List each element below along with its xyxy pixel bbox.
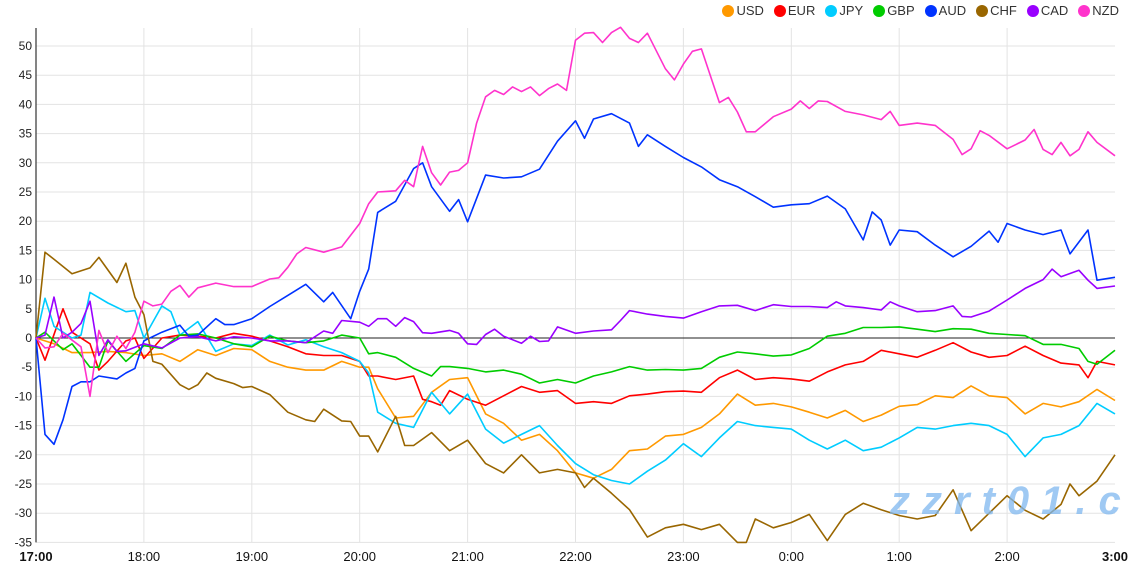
y-tick-label: 25 (19, 185, 33, 199)
series-line-usd (35, 337, 1116, 479)
y-tick-label: -10 (15, 389, 33, 403)
y-tick-label: 45 (19, 68, 33, 82)
y-tick-label: 10 (19, 273, 33, 287)
legend-label: USD (736, 3, 764, 18)
y-tick-label: 50 (19, 39, 33, 53)
x-tick-label: 19:00 (236, 549, 269, 564)
x-tick-label: 20:00 (343, 549, 376, 564)
legend-item-jpy[interactable]: JPY (825, 3, 863, 18)
y-tick-label: -30 (15, 506, 33, 520)
legend-item-nzd[interactable]: NZD (1078, 3, 1119, 18)
legend-label: CHF (990, 3, 1017, 18)
watermark-logo: zzrt01.cn (890, 479, 1129, 523)
x-tick-label: 22:00 (559, 549, 592, 564)
legend-dot-icon (873, 4, 886, 17)
legend-dot-icon (976, 4, 989, 17)
legend-dot-icon (722, 4, 735, 17)
y-tick-label: 20 (19, 214, 33, 228)
y-tick-label: -5 (21, 360, 32, 374)
legend-label: NZD (1092, 3, 1119, 18)
y-tick-label: 30 (19, 156, 33, 170)
y-tick-label: 0 (25, 331, 32, 345)
y-tick-label: -20 (15, 448, 33, 462)
x-tick-label: 3:00 (1102, 549, 1128, 564)
legend-label: AUD (938, 3, 967, 18)
legend-dot-icon (924, 4, 937, 17)
legend-dot-icon (1078, 4, 1091, 17)
y-tick-label: 35 (19, 127, 33, 141)
legend-dot-icon (773, 4, 786, 17)
legend-label: GBP (887, 3, 915, 18)
y-tick-label: -35 (15, 535, 33, 549)
y-tick-label: 15 (19, 243, 33, 257)
x-tick-label: 0:00 (779, 549, 804, 564)
legend-item-aud[interactable]: AUD (924, 3, 967, 18)
legend-label: CAD (1040, 3, 1069, 18)
legend-label: EUR (787, 3, 816, 18)
x-tick-label: 2:00 (994, 549, 1019, 564)
series-line-nzd (35, 26, 1116, 398)
legend-dot-icon (825, 4, 838, 17)
legend-item-cad[interactable]: CAD (1026, 3, 1069, 18)
series-line-jpy (35, 291, 1116, 485)
x-tick-label: 17:00 (19, 549, 52, 564)
x-tick-label: 21:00 (451, 549, 484, 564)
legend-label: JPY (839, 3, 864, 18)
x-tick-label: 23:00 (667, 549, 700, 564)
y-tick-label: -15 (15, 419, 33, 433)
legend-item-gbp[interactable]: GBP (873, 3, 915, 18)
legend-item-eur[interactable]: EUR (773, 3, 816, 18)
series-line-gbp (35, 326, 1116, 384)
legend: USD EUR JPY GBP AUD CHF CAD NZD (722, 3, 1129, 18)
legend-item-chf[interactable]: CHF (976, 3, 1017, 18)
series-line-aud (35, 112, 1116, 446)
y-tick-label: -25 (15, 477, 33, 491)
x-tick-label: 18:00 (128, 549, 161, 564)
y-tick-label: 40 (19, 97, 33, 111)
x-tick-label: 1:00 (887, 549, 912, 564)
legend-dot-icon (1026, 4, 1039, 17)
series-line-cad (35, 268, 1116, 357)
y-tick-label: 5 (25, 302, 32, 316)
legend-item-usd[interactable]: USD (722, 3, 764, 18)
series-line-chf (35, 251, 1116, 544)
